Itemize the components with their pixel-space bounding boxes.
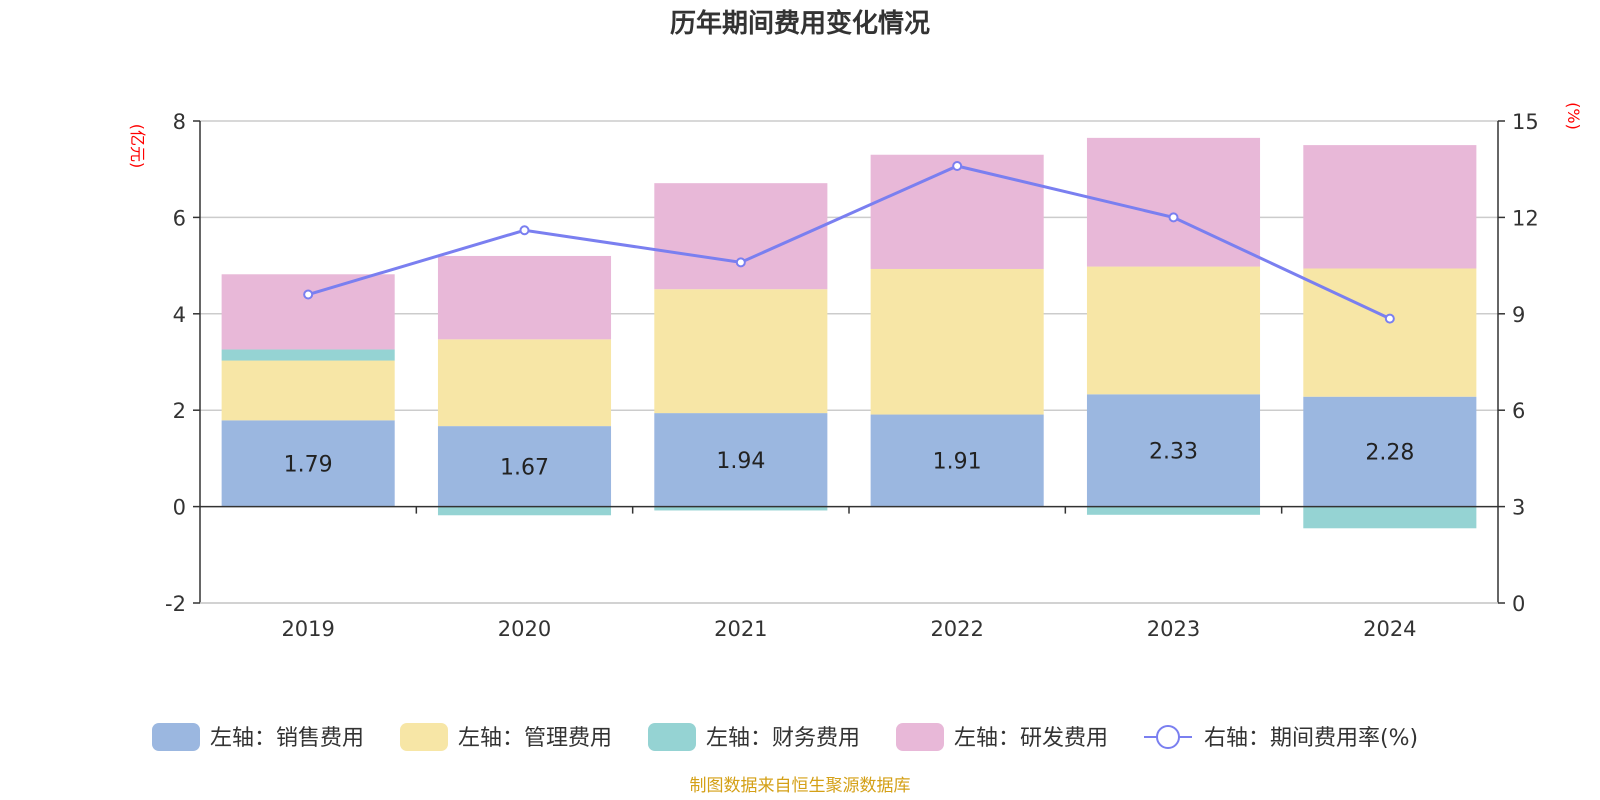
right-tick-label: 6 <box>1512 399 1525 423</box>
legend-swatch <box>648 723 696 751</box>
data-labels: 1.79 1.67 1.94 1.91 2.33 2.28 <box>284 439 1415 480</box>
bar-value-label: 2.28 <box>1365 441 1414 466</box>
bar-value-label: 1.79 <box>284 452 333 477</box>
rate-point <box>519 225 530 236</box>
bar-segment <box>1303 268 1477 397</box>
right-tick-label: 9 <box>1512 303 1525 327</box>
rate-line <box>303 160 1395 324</box>
bar-segment <box>437 255 612 340</box>
legend-swatch <box>896 723 944 751</box>
legend-label: 左轴：研发费用 <box>954 726 1108 751</box>
bar-segment <box>1303 145 1477 269</box>
rate-point <box>1168 212 1179 223</box>
legend-label: 左轴：财务费用 <box>706 726 860 751</box>
right-axis-unit: (%) <box>1564 102 1583 130</box>
bar-value-label: 1.94 <box>716 449 765 474</box>
left-tick-label: 0 <box>173 496 186 520</box>
category-label: 2022 <box>930 617 983 641</box>
bar-segment <box>654 289 828 414</box>
legend-swatch <box>152 723 200 751</box>
bar-segment <box>870 414 1044 507</box>
bar-segment <box>1086 394 1261 507</box>
rate-point <box>952 160 963 171</box>
bar-segment <box>654 506 828 511</box>
rate-polyline <box>307 164 1391 320</box>
legend-swatch <box>400 723 448 751</box>
legend-circle-marker <box>1156 725 1180 749</box>
category-label: 2020 <box>498 617 551 641</box>
rate-point <box>735 257 746 268</box>
right-tick-label: 3 <box>1512 496 1525 520</box>
bar-segment <box>1303 396 1477 507</box>
legend-label: 左轴：管理费用 <box>458 726 612 751</box>
legend: 左轴：销售费用 左轴：管理费用 左轴：财务费用 左轴：研发费用 右轴：期间费用率(%) <box>152 723 1418 751</box>
axes: -2 0 2 4 6 8 0 3 6 9 12 15 2019 2020 2021 2022 2023 2024 <box>165 110 1539 641</box>
bar-segment <box>870 268 1044 415</box>
bar-segment <box>221 360 395 421</box>
right-tick-label: 12 <box>1512 206 1539 230</box>
legend-label: 左轴：销售费用 <box>210 726 364 751</box>
chart-title: 历年期间费用变化情况 <box>670 8 930 39</box>
rate-point <box>1384 313 1395 324</box>
category-label: 2019 <box>281 617 334 641</box>
bar-segment <box>221 420 395 507</box>
bar-segment <box>1303 506 1477 529</box>
category-label: 2024 <box>1363 617 1416 641</box>
left-tick-label: 8 <box>173 110 186 134</box>
left-tick-label: -2 <box>165 592 186 616</box>
bar-segment <box>1086 266 1261 395</box>
bar-segment <box>437 506 612 516</box>
source-note: 制图数据来自恒生聚源数据库 <box>690 776 911 796</box>
bar-value-label: 1.91 <box>933 450 982 475</box>
bar-value-label: 2.33 <box>1149 439 1198 464</box>
bar-segment <box>437 339 612 427</box>
bar-segment <box>437 426 612 507</box>
bar-segment <box>1086 506 1261 515</box>
bar-segment <box>221 349 395 361</box>
left-tick-label: 6 <box>173 206 186 230</box>
left-axis-unit: (亿元) <box>128 124 147 169</box>
bar-value-label: 1.67 <box>500 455 549 480</box>
left-tick-label: 4 <box>173 303 186 327</box>
category-label: 2021 <box>714 617 767 641</box>
bar-segment <box>221 274 395 350</box>
bar-segment <box>654 413 828 507</box>
right-tick-label: 0 <box>1512 592 1525 616</box>
right-tick-label: 15 <box>1512 110 1539 134</box>
bar-segment <box>870 154 1044 269</box>
left-tick-label: 2 <box>173 399 186 423</box>
rate-point <box>303 289 314 300</box>
legend-label: 右轴：期间费用率(%) <box>1204 726 1418 751</box>
bars <box>221 137 1477 529</box>
category-label: 2023 <box>1147 617 1200 641</box>
